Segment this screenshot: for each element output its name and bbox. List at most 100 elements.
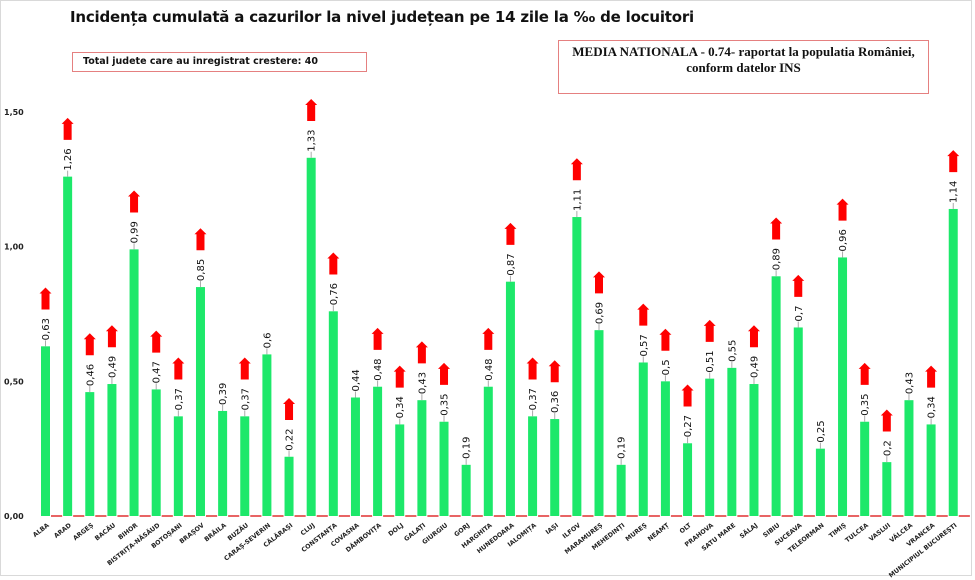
bar <box>328 311 338 516</box>
chart-title: Incidența cumulată a cazurilor la nivel … <box>70 8 694 26</box>
bar <box>262 354 272 516</box>
increase-arrow-icon <box>770 217 783 240</box>
increase-arrow-icon <box>548 360 561 383</box>
bar <box>660 381 670 516</box>
data-label: 0,36 <box>550 391 561 413</box>
increase-arrow-icon <box>880 409 893 432</box>
increase-arrow-icon <box>858 362 871 385</box>
data-label: 0,35 <box>440 393 451 415</box>
bar <box>63 176 73 516</box>
increase-arrow-icon <box>526 357 539 380</box>
bars <box>41 157 958 517</box>
national-average-line2: conform datelor INS <box>686 60 801 75</box>
bar <box>926 424 936 516</box>
data-label: 0,76 <box>329 283 340 305</box>
x-tick-label: BRAȘOV <box>178 522 205 546</box>
data-label: 0,48 <box>373 358 384 380</box>
data-label: 1,33 <box>307 130 318 152</box>
increase-arrow-icon <box>482 327 495 350</box>
data-label: 0,7 <box>794 306 805 322</box>
increase-arrow-icon <box>415 341 428 364</box>
data-label: 0,37 <box>528 388 539 410</box>
x-tick-label: BRĂILA <box>202 520 228 543</box>
data-label: 0,5 <box>661 359 672 375</box>
data-label: 0,47 <box>152 361 163 383</box>
x-tick-label: CLUJ <box>300 522 317 537</box>
increase-arrow-icon <box>283 397 296 420</box>
data-label: 0,48 <box>484 358 495 380</box>
data-label: 0,46 <box>85 364 96 386</box>
x-tick-label: IAȘI <box>545 522 560 536</box>
x-tick-label: SĂLAJ <box>737 520 759 540</box>
increase-arrow-icon <box>747 325 760 348</box>
bar <box>815 448 825 516</box>
data-label: 0,43 <box>417 372 428 394</box>
bar <box>417 400 427 516</box>
bar <box>882 462 892 516</box>
bar <box>439 421 449 516</box>
data-label: 0,89 <box>772 248 783 270</box>
bar <box>948 208 958 516</box>
increase-arrow-icon <box>925 365 938 388</box>
x-tick-label: SIBIU <box>762 522 781 539</box>
bar <box>838 257 848 516</box>
data-label: 0,34 <box>927 396 938 418</box>
data-label: 0,55 <box>727 340 738 362</box>
data-label: 0,49 <box>749 356 760 378</box>
y-axis: 0,00 0,50 1,00 1,50 <box>4 108 24 521</box>
data-label: 0,37 <box>240 388 251 410</box>
increase-arrow-icon <box>150 330 163 353</box>
y-tick-label: 1,00 <box>4 243 24 252</box>
data-label: 1,14 <box>949 181 960 203</box>
increase-arrow-icon <box>637 303 650 326</box>
x-tick-label: ARGEȘ <box>72 522 95 542</box>
data-label: 0,34 <box>395 396 406 418</box>
bar <box>616 464 626 516</box>
bar <box>638 362 648 516</box>
y-tick-label: 0,00 <box>4 512 24 521</box>
bar <box>350 397 360 516</box>
increase-arrow-icon <box>238 357 251 380</box>
increase-arrow-icon <box>105 325 118 348</box>
bar <box>727 367 737 516</box>
data-label: 0,69 <box>595 302 606 324</box>
increase-arrow-icon <box>947 150 960 173</box>
data-label: 0,25 <box>816 420 827 442</box>
national-average-line1: MEDIA NATIONALA - 0.74- raportat la popu… <box>572 44 915 59</box>
x-tick-label: GORJ <box>453 522 471 538</box>
increase-arrow-icon <box>504 222 517 245</box>
increase-arrow-icon <box>792 274 805 297</box>
data-label: 0,49 <box>107 356 118 378</box>
label-leader-lines <box>45 151 954 465</box>
increase-arrow-icon <box>703 319 716 342</box>
increase-arrow-icon <box>194 228 207 251</box>
data-label: 0,27 <box>683 415 694 437</box>
increase-arrow-icon <box>438 362 451 385</box>
bar <box>528 416 538 516</box>
data-label: 0,19 <box>462 437 473 459</box>
x-tick-label: DÂMBOVIȚA <box>344 520 384 554</box>
data-label: 0,19 <box>617 437 628 459</box>
data-label: 0,43 <box>904 372 915 394</box>
increase-arrow-icon <box>39 287 52 310</box>
data-label: 0,37 <box>174 388 185 410</box>
data-label: 0,51 <box>705 350 716 372</box>
increase-arrow-icon <box>371 327 384 350</box>
bar <box>705 378 715 516</box>
y-tick-label: 1,50 <box>4 108 24 117</box>
increase-arrow-icon <box>327 252 340 275</box>
bar <box>129 249 139 517</box>
bar <box>173 416 183 516</box>
data-label: 0,85 <box>196 259 207 281</box>
bar <box>594 330 604 516</box>
bar <box>151 389 161 516</box>
bar <box>395 424 405 516</box>
bar <box>284 456 294 516</box>
x-tick-label: DOLJ <box>387 522 405 538</box>
x-tick-label: ALBA <box>32 522 51 539</box>
x-tick-label: NEAMȚ <box>647 522 672 544</box>
increase-arrow-icon <box>61 117 74 140</box>
bar <box>240 416 250 516</box>
bar <box>572 217 582 517</box>
